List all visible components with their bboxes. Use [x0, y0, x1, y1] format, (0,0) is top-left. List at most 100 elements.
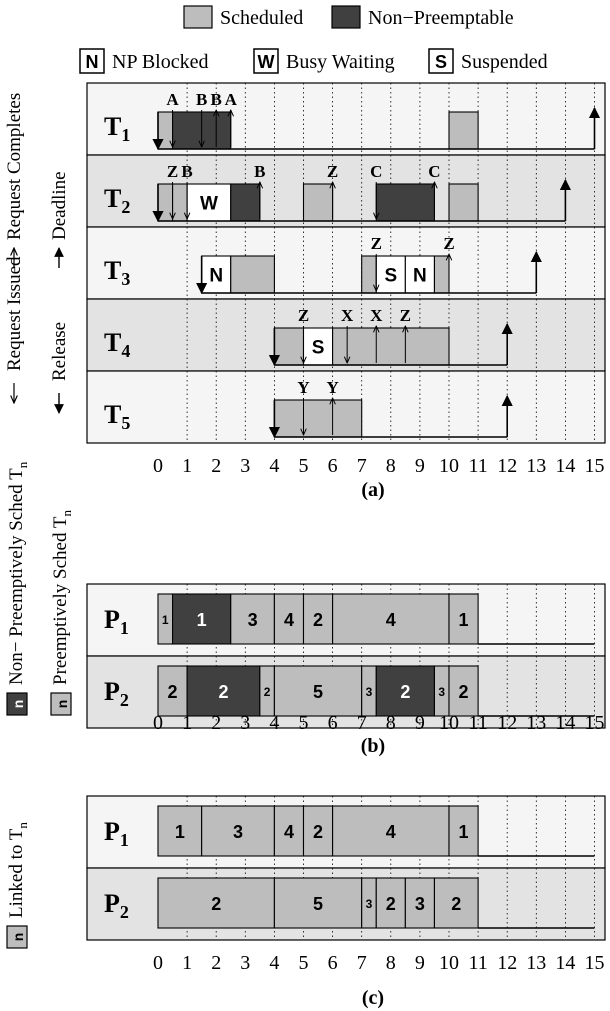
schedule-block [186, 665, 261, 717]
job-number: 2 [459, 682, 469, 702]
x-tick-label: 11 [468, 712, 487, 734]
x-tick-label: 9 [415, 952, 425, 974]
resource-label: B [181, 162, 192, 181]
x-tick-label: 0 [153, 952, 163, 974]
schedule-block [375, 877, 406, 929]
x-tick-label: 15 [585, 952, 605, 974]
legend-linked-to: Linked to Tn [6, 822, 30, 918]
schedule-block [157, 183, 174, 222]
x-tick-label: 12 [497, 952, 517, 974]
x-tick-label: 3 [240, 952, 250, 974]
state-letter: W [200, 194, 218, 215]
schedule-block [448, 111, 479, 150]
schedule-block [273, 399, 363, 438]
legend-preemptively-sched: Preemptively Sched Tn [50, 509, 74, 685]
x-tick-label: 0 [153, 455, 163, 477]
x-tick-label: 8 [386, 455, 396, 477]
x-tick-label: 2 [211, 952, 221, 974]
schedule-block [361, 255, 377, 294]
state-letter: N [209, 266, 223, 287]
x-tick-label: 10 [439, 952, 459, 974]
x-tick-label: 2 [211, 712, 221, 734]
busy-waiting-icon [253, 48, 279, 74]
row-label: T3 [104, 256, 130, 289]
job-number: 3 [366, 685, 373, 699]
panel-c-linked-schedule: P1 1 3 4 2 4 1P2 2 5 3 2 3 20 1 2 3 4 5 6 7 8 9 10 11 12 13 14 15 [86, 795, 606, 974]
legend-np-blocked: NP Blocked [112, 51, 208, 73]
caption-b: (b) [361, 735, 385, 757]
x-tick-label: 5 [299, 455, 309, 477]
schedule-block [332, 327, 450, 366]
schedule-block [273, 805, 305, 857]
x-tick-label: 8 [386, 952, 396, 974]
x-tick-label: 4 [269, 455, 279, 477]
x-tick-label: 1 [182, 712, 192, 734]
resource-label: A [225, 90, 238, 109]
schedule-block [230, 255, 275, 294]
schedule-block [273, 327, 305, 366]
resource-label: Z [298, 306, 309, 325]
scheduled-swatch [183, 5, 213, 29]
job-number: 4 [284, 610, 294, 630]
resource-label: X [370, 306, 383, 325]
job-number: 2 [168, 682, 178, 702]
resource-label: C [370, 162, 382, 181]
job-number: 2 [313, 610, 323, 630]
row-label: P2 [104, 677, 129, 710]
job-number: 3 [415, 894, 425, 914]
linked-swatch [6, 925, 28, 949]
non-preemptive-swatch [6, 692, 28, 716]
x-tick-label: 7 [357, 712, 367, 734]
state-letter: S [312, 338, 325, 359]
x-tick-label: 5 [299, 712, 309, 734]
job-number: 1 [459, 610, 469, 630]
job-number: 2 [386, 894, 396, 914]
job-number: 2 [264, 685, 271, 699]
job-number: 4 [386, 610, 396, 630]
np-blocked-letter: N [86, 52, 99, 72]
x-tick-label: 9 [415, 712, 425, 734]
job-number: 2 [218, 682, 228, 702]
schedule-block [157, 665, 188, 717]
caption-a: (a) [361, 479, 384, 501]
resource-label: Z [327, 162, 338, 181]
preemptive-swatch [50, 692, 72, 716]
schedule-block [404, 877, 436, 929]
job-number: 2 [313, 822, 323, 842]
x-tick-label: 8 [386, 712, 396, 734]
resource-label: Y [326, 378, 338, 397]
schedule-block [201, 805, 275, 857]
row-label: P2 [104, 889, 129, 922]
job-number: 2 [211, 894, 221, 914]
job-number: 1 [197, 610, 207, 630]
resource-label: Z [443, 234, 454, 253]
job-number: 1 [162, 613, 169, 627]
job-number: 1 [175, 822, 185, 842]
schedule-block [157, 111, 174, 150]
x-tick-label: 13 [526, 455, 546, 477]
x-tick-label: 1 [182, 455, 192, 477]
row-label: T1 [104, 112, 130, 145]
x-tick-label: 0 [153, 712, 163, 734]
resource-label: A [166, 90, 179, 109]
resource-label: Z [371, 234, 382, 253]
legend-non-preemptively-sched: Non− Preemptively Sched Tn [6, 461, 30, 685]
job-number: 4 [284, 822, 294, 842]
schedule-block [332, 593, 450, 645]
schedule-block [186, 183, 232, 222]
x-tick-label: 10 [439, 712, 459, 734]
legend-scheduled: Scheduled [220, 7, 303, 29]
x-tick-label: 9 [415, 455, 425, 477]
x-tick-label: 15 [585, 712, 605, 734]
x-tick-label: 15 [585, 455, 605, 477]
suspended-letter: S [435, 52, 447, 72]
legend-release: Release [49, 322, 70, 381]
schedule-block [332, 805, 450, 857]
job-number: 3 [438, 685, 445, 699]
job-number: 3 [233, 822, 243, 842]
x-tick-label: 4 [269, 712, 279, 734]
task-row-bg [86, 226, 606, 300]
row-label: T4 [104, 328, 130, 361]
x-tick-label: 12 [497, 455, 517, 477]
